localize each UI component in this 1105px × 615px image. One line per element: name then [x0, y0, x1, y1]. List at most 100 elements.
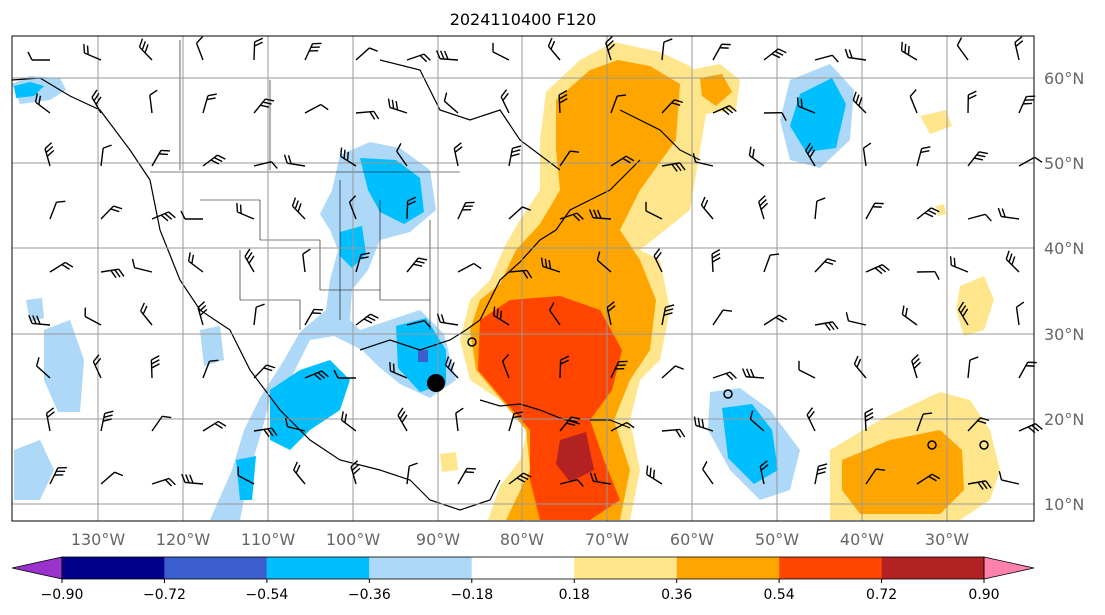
- wind-barb: [181, 473, 204, 485]
- wind-barb: [406, 257, 428, 273]
- wind-barb: [443, 92, 459, 114]
- wind-barb: [901, 305, 918, 326]
- wind-barb: [862, 142, 872, 167]
- lon-tick-label: 60°W: [670, 530, 714, 549]
- lon-tick-label: 120°W: [156, 530, 211, 549]
- wind-barb: [1018, 95, 1036, 114]
- hollow-marker: [979, 440, 989, 450]
- wind-barb: [340, 147, 357, 167]
- colorbar-tick-label: −0.90: [41, 587, 84, 603]
- lon-tick-label: 50°W: [755, 530, 799, 549]
- anomaly-shading: [12, 42, 1000, 520]
- neg-region-pacific3: [200, 326, 224, 366]
- colorbar: −0.90 −0.72 −0.54 −0.36 −0.18 0.18 0.36 0.54 0.7…: [11, 556, 1035, 603]
- wind-barb: [596, 251, 612, 273]
- colorbar-tick-label: −0.36: [348, 587, 391, 603]
- wind-barb: [1018, 423, 1043, 434]
- wind-barb: [195, 36, 204, 61]
- colorbar-tick-label: 0.54: [764, 587, 795, 603]
- wind-barb: [100, 471, 124, 485]
- hollow-marker: [927, 440, 937, 450]
- wind-barb: [588, 209, 612, 220]
- wind-barb: [100, 268, 125, 279]
- wind-barb: [796, 97, 816, 114]
- lat-tick-label: 30°N: [1044, 325, 1084, 344]
- wind-barb: [340, 411, 357, 432]
- neg-region-pacific4: [14, 440, 54, 500]
- wind-barb: [916, 207, 940, 220]
- wind-barb: [202, 93, 217, 114]
- wind-barb: [500, 89, 510, 114]
- wind-barb: [916, 412, 933, 432]
- wind-barb: [389, 361, 408, 379]
- wind-barb: [291, 197, 306, 220]
- wind-barb: [763, 48, 787, 61]
- wind-barb: [304, 42, 322, 61]
- wind-barb: [712, 105, 737, 116]
- wind-barb: [712, 43, 731, 61]
- wind-barb: [559, 355, 570, 379]
- wind-barb: [865, 264, 890, 275]
- wind-barb: [457, 467, 476, 485]
- hollow-marker: [467, 337, 477, 347]
- wind-barb: [559, 416, 581, 432]
- wind-barb: [236, 202, 255, 220]
- wind-barb: [702, 461, 714, 485]
- wind-barb: [540, 257, 561, 273]
- wind-barb: [700, 196, 714, 220]
- wind-barb: [653, 248, 663, 273]
- wind-barb: [547, 37, 561, 61]
- wind-barb: [508, 269, 533, 279]
- colorbar-tick-label: −0.72: [143, 587, 186, 603]
- wind-barb: [34, 93, 51, 114]
- wind-barb: [92, 354, 102, 379]
- wind-barb: [692, 153, 714, 167]
- wind-barb: [814, 258, 837, 273]
- wind-barb: [180, 210, 203, 220]
- wind-barb: [49, 261, 74, 273]
- wind-barb: [253, 427, 278, 438]
- wind-barb: [814, 197, 826, 220]
- wind-barb: [865, 468, 886, 485]
- colorbar-segment: [881, 557, 984, 579]
- wind-barb: [253, 98, 275, 114]
- wind-barb: [508, 206, 531, 220]
- lat-lon-grid: [12, 36, 1034, 521]
- wind-barb: [1005, 250, 1020, 273]
- wind-barb: [202, 154, 226, 167]
- state-borders: [150, 40, 460, 330]
- wind-barb: [149, 89, 158, 114]
- wind-barb: [493, 306, 510, 326]
- wind-barb: [693, 416, 714, 432]
- wind-barb: [501, 354, 510, 379]
- wind-barb: [559, 150, 580, 167]
- wind-barb: [406, 319, 431, 328]
- colorbar-tick-label: 0.72: [866, 587, 897, 603]
- wind-barb: [397, 407, 408, 432]
- colorbar-segment: [164, 557, 267, 579]
- lat-tick-label: 50°N: [1044, 154, 1084, 173]
- colorbar-segment: [471, 557, 575, 579]
- wind-barb: [712, 371, 737, 381]
- wind-barb: [84, 307, 102, 326]
- wind-barb: [814, 463, 828, 485]
- wind-barb: [406, 53, 431, 63]
- pos-region-east-max: [556, 432, 594, 482]
- lon-tick-label: 100°W: [326, 530, 381, 549]
- wind-barb: [406, 196, 417, 220]
- wind-barb: [814, 321, 839, 331]
- wind-barb: [661, 304, 675, 326]
- wind-barb: [304, 308, 323, 326]
- wind-barb: [852, 91, 867, 114]
- wind-barb: [100, 205, 123, 220]
- wind-barb: [508, 472, 532, 485]
- colorbar-tick-label: −0.18: [450, 587, 493, 603]
- wind-barb: [293, 461, 306, 485]
- wind-barb: [661, 38, 673, 61]
- wind-barb: [1018, 361, 1037, 379]
- pos-region-atl-e-core: [842, 430, 964, 514]
- wind-barb: [396, 143, 408, 167]
- neg-region-gulf-dark: [418, 350, 428, 362]
- pos-region-labrador-core: [700, 74, 732, 106]
- wind-barb: [958, 301, 969, 326]
